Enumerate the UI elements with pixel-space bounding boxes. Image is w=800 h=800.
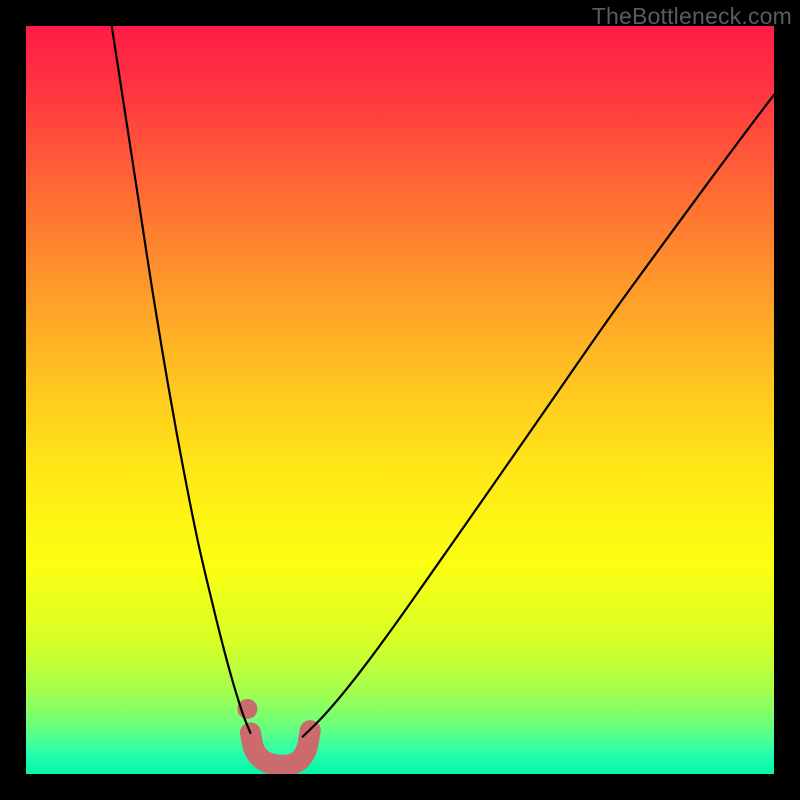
bottleneck-curve (26, 26, 774, 774)
curve-left-branch (108, 26, 250, 733)
plot-area (26, 26, 774, 774)
curve-right-branch (303, 67, 774, 736)
chart-root: TheBottleneck.com (0, 0, 800, 800)
valley-marker (250, 731, 310, 766)
watermark-text: TheBottleneck.com (592, 3, 792, 30)
